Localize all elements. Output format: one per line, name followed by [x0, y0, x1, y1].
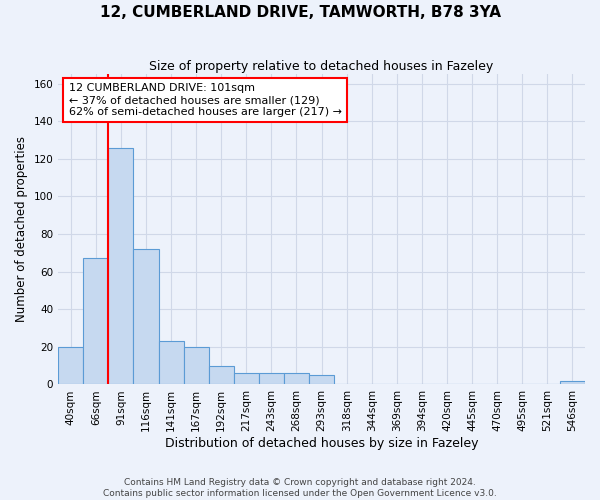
- Bar: [83, 258, 109, 384]
- X-axis label: Distribution of detached houses by size in Fazeley: Distribution of detached houses by size …: [165, 437, 478, 450]
- Bar: [259, 373, 284, 384]
- Text: 12 CUMBERLAND DRIVE: 101sqm
← 37% of detached houses are smaller (129)
62% of se: 12 CUMBERLAND DRIVE: 101sqm ← 37% of det…: [69, 84, 342, 116]
- Bar: [58, 347, 83, 385]
- Bar: [158, 341, 184, 384]
- Bar: [209, 366, 234, 384]
- Text: Contains HM Land Registry data © Crown copyright and database right 2024.
Contai: Contains HM Land Registry data © Crown c…: [103, 478, 497, 498]
- Bar: [234, 373, 259, 384]
- Bar: [560, 380, 585, 384]
- Title: Size of property relative to detached houses in Fazeley: Size of property relative to detached ho…: [149, 60, 494, 73]
- Bar: [284, 373, 309, 384]
- Text: 12, CUMBERLAND DRIVE, TAMWORTH, B78 3YA: 12, CUMBERLAND DRIVE, TAMWORTH, B78 3YA: [100, 5, 500, 20]
- Bar: [309, 375, 334, 384]
- Bar: [184, 347, 209, 385]
- Y-axis label: Number of detached properties: Number of detached properties: [15, 136, 28, 322]
- Bar: [109, 148, 133, 384]
- Bar: [133, 249, 158, 384]
